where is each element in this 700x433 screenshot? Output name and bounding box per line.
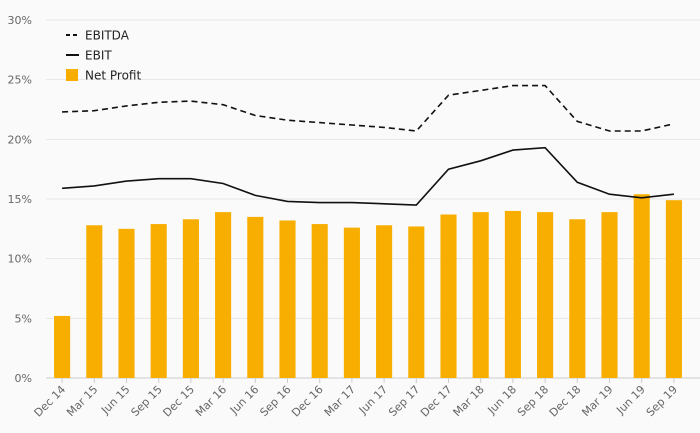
x-tick-label: Sep 15 <box>129 383 165 419</box>
net-profit-bar <box>279 220 296 378</box>
net-profit-bar <box>601 212 618 378</box>
series-lines <box>62 84 675 206</box>
y-tick-label: 5% <box>15 312 32 325</box>
legend: EBITDA EBIT Net Profit <box>66 29 141 83</box>
ebit-line <box>62 146 674 206</box>
net-profit-bar <box>504 210 521 378</box>
x-tick-label: Dec 18 <box>547 383 584 420</box>
net-profit-bar <box>440 214 457 378</box>
x-tick-label: Sep 17 <box>386 383 422 419</box>
ebitda-line <box>62 84 675 132</box>
x-tick-label: Mar 15 <box>64 383 100 419</box>
y-tick-label: 15% <box>8 193 32 206</box>
x-tick-label: Dec 17 <box>418 383 455 420</box>
y-tick-label: 0% <box>15 372 32 385</box>
y-tick-label: 10% <box>8 253 32 266</box>
net-profit-bar <box>54 315 71 378</box>
net-profit-bar <box>569 219 586 378</box>
net-profit-bar <box>665 200 682 378</box>
x-tick-label: Sep 18 <box>515 383 551 419</box>
y-tick-label: 20% <box>8 133 32 146</box>
net-profit-bar <box>633 194 650 378</box>
x-tick-label: Jun 18 <box>485 383 519 417</box>
x-tick-label: Mar 16 <box>193 383 229 419</box>
x-tick-label: Jun 16 <box>227 383 261 417</box>
y-tick-label: 30% <box>8 14 32 27</box>
x-tick-label: Mar 17 <box>322 383 358 419</box>
net-profit-bar <box>118 228 135 378</box>
net-profit-bar <box>376 225 393 378</box>
x-tick-label: Dec 15 <box>160 383 197 420</box>
x-tick-label: Sep 16 <box>257 383 293 419</box>
x-tick-label: Mar 19 <box>579 383 615 419</box>
x-tick-label: Dec 14 <box>32 383 69 420</box>
net-profit-bar <box>86 225 103 378</box>
x-tick-label: Jun 15 <box>98 383 132 417</box>
net-profit-bar <box>247 216 264 378</box>
legend-label-ebitda: EBITDA <box>85 29 130 43</box>
net-profit-bar <box>182 219 199 378</box>
x-tick-label: Jun 17 <box>356 383 390 417</box>
net-profit-bar <box>311 224 328 378</box>
net-profit-bar <box>343 227 360 378</box>
legend-label-net-profit: Net Profit <box>85 69 141 83</box>
legend-swatch-net-profit <box>66 69 78 81</box>
x-tick-label: Dec 16 <box>289 383 326 420</box>
net-profit-bars <box>54 194 682 378</box>
x-tick-label: Jun 19 <box>613 383 647 417</box>
net-profit-bar <box>472 212 489 378</box>
net-profit-bar <box>150 224 167 378</box>
legend-label-ebit: EBIT <box>85 49 112 63</box>
x-tick-label: Sep 19 <box>644 383 680 419</box>
net-profit-bar <box>408 226 425 378</box>
x-tick-label: Mar 18 <box>451 383 487 419</box>
y-tick-label: 25% <box>8 74 32 87</box>
net-profit-bar <box>537 212 554 378</box>
net-profit-bar <box>215 212 232 378</box>
